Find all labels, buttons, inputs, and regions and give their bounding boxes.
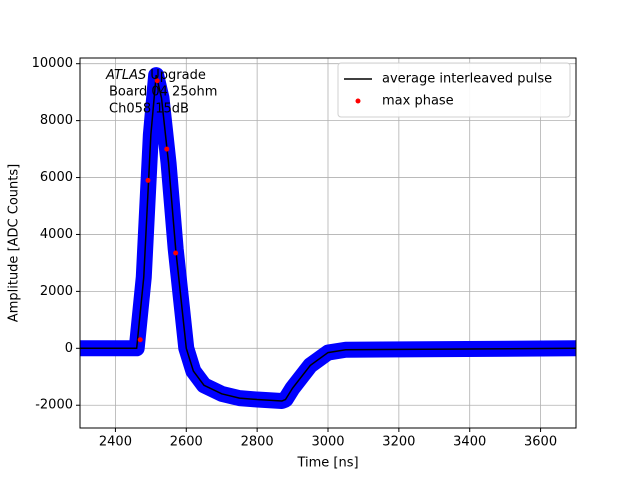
x-tick-label: 2600: [170, 435, 203, 450]
annotation: ATLAS Upgrade: [105, 68, 206, 83]
y-tick-label: 2000: [40, 284, 73, 299]
legend-label: average interleaved pulse: [382, 72, 552, 87]
annotation-line: Ch058 15dB: [109, 102, 189, 117]
y-tick-label: 8000: [40, 113, 73, 128]
y-tick-label: 10000: [32, 56, 73, 71]
y-tick-label: 4000: [40, 227, 73, 242]
x-tick-label: 3200: [382, 435, 415, 450]
x-axis-label: Time [ns]: [296, 456, 358, 471]
point: [137, 337, 143, 343]
x-tick-label: 3600: [524, 435, 557, 450]
legend-box: [337, 62, 571, 118]
legend-marker: [355, 98, 361, 104]
point: [145, 177, 151, 183]
y-tick-label: 6000: [40, 170, 73, 185]
plot-frame: [79, 57, 577, 429]
x-tick-label: 2400: [99, 435, 132, 450]
line: [80, 74, 576, 402]
x-tick-label: 3000: [311, 435, 344, 450]
y-tick-label: 0: [65, 341, 73, 356]
point: [164, 146, 170, 152]
x-tick-label: 3400: [453, 435, 486, 450]
point: [173, 250, 179, 256]
annotation-label: ATLAS: [105, 68, 146, 83]
y-axis-label: Amplitude [ADC Counts]: [7, 164, 22, 322]
annotation-text: Upgrade: [150, 68, 206, 83]
legend-label: max phase: [382, 94, 454, 109]
point: [154, 78, 160, 84]
plot-area: [80, 67, 576, 409]
annotation-line: Board 04 25ohm: [109, 85, 217, 100]
y-tick-label: -2000: [35, 398, 73, 413]
x-tick-label: 2800: [241, 435, 274, 450]
